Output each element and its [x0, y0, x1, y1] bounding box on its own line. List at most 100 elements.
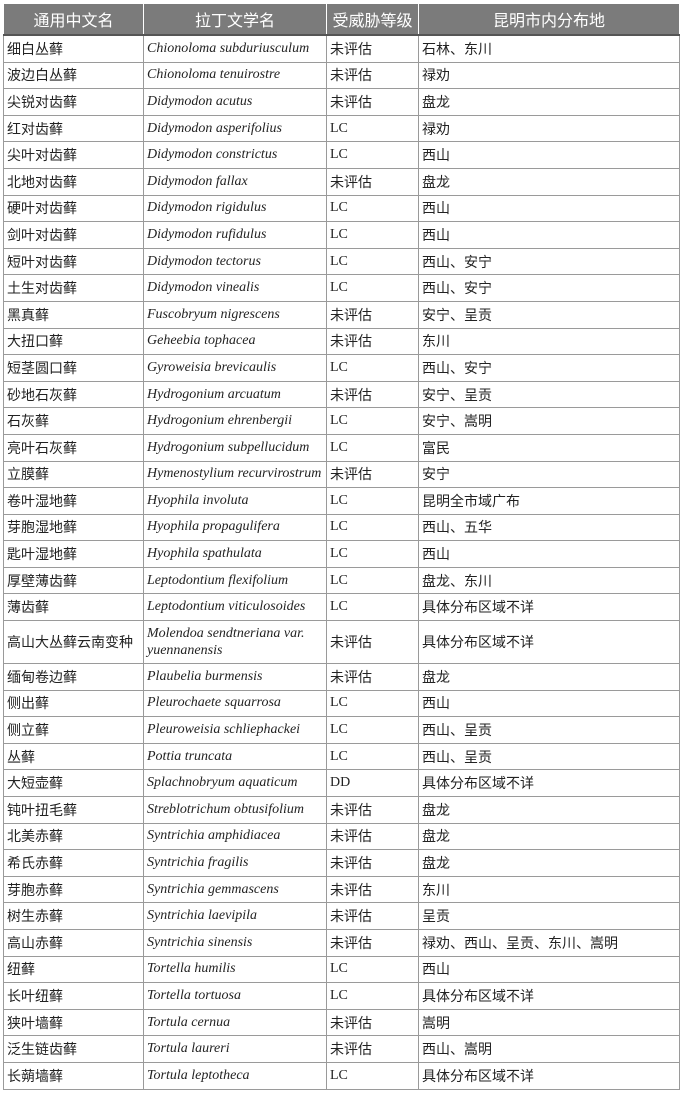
distribution: 具体分布区域不详: [418, 769, 680, 798]
table-row: 尖叶对齿藓 Didymodon constrictus LC 西山: [3, 141, 680, 169]
distribution: 西山、呈贡: [418, 716, 680, 744]
table-row: 卷叶湿地藓 Hyophila involuta LC 昆明全市域广布: [3, 487, 680, 515]
table-row: 大扭口藓 Geheebia tophacea 未评估 东川: [3, 327, 680, 356]
distribution: 盘龙: [418, 167, 680, 196]
common-name: 泛生链齿藓: [3, 1035, 144, 1063]
common-name: 红对齿藓: [3, 114, 144, 143]
threat-level: 未评估: [326, 822, 419, 851]
distribution: 禄劝: [418, 61, 680, 90]
latin-name: Syntrichia laevipila: [143, 902, 327, 930]
threat-level: LC: [326, 114, 419, 143]
common-name: 长叶纽藓: [3, 982, 144, 1010]
latin-name: Tortula leptotheca: [143, 1061, 327, 1090]
common-name: 芽胞赤藓: [3, 875, 144, 904]
threat-level: 未评估: [326, 460, 419, 489]
table-row: 狭叶墙藓 Tortula cernua 未评估 嵩明: [3, 1008, 680, 1037]
distribution: 昆明全市域广布: [418, 487, 680, 515]
threat-level: LC: [326, 513, 419, 542]
common-name: 硬叶对齿藓: [3, 194, 144, 223]
threat-level: 未评估: [326, 620, 419, 665]
distribution: 盘龙、东川: [418, 566, 680, 595]
threat-level: LC: [326, 487, 419, 515]
latin-name: Tortella tortuosa: [143, 982, 327, 1010]
common-name: 缅甸卷边藓: [3, 663, 144, 691]
header-row: 通用中文名 拉丁文学名 受威胁等级 昆明市内分布地: [3, 3, 680, 36]
common-name: 芽胞湿地藓: [3, 513, 144, 542]
latin-name: Hyophila propagulifera: [143, 513, 327, 542]
threat-level: DD: [326, 769, 419, 798]
common-name: 细白丛藓: [3, 34, 144, 63]
distribution: 西山、嵩明: [418, 1035, 680, 1063]
distribution: 安宁、呈贡: [418, 380, 680, 409]
header-cell: 昆明市内分布地: [418, 3, 680, 36]
common-name: 北美赤藓: [3, 822, 144, 851]
threat-level: LC: [326, 433, 419, 462]
distribution: 西山、呈贡: [418, 742, 680, 771]
threat-level: LC: [326, 689, 419, 718]
common-name: 尖锐对齿藓: [3, 88, 144, 116]
table-body: 细白丛藓 Chionoloma subduriusculum 未评估 石林、东川 波边白…: [3, 34, 680, 1090]
table-row: 厚壁薄齿藓 Leptodontium flexifolium LC 盘龙、东川: [3, 566, 680, 595]
latin-name: Leptodontium viticulosoides: [143, 593, 327, 622]
common-name: 石灰藓: [3, 407, 144, 435]
common-name: 纽藓: [3, 955, 144, 984]
table-row: 丛藓 Pottia truncata LC 西山、呈贡: [3, 742, 680, 771]
header-cell: 拉丁文学名: [143, 3, 327, 36]
distribution: 西山: [418, 194, 680, 223]
table-row: 黑真藓 Fuscobryum nigrescens 未评估 安宁、呈贡: [3, 300, 680, 329]
threat-level: 未评估: [326, 902, 419, 930]
distribution: 西山、安宁: [418, 354, 680, 382]
threat-level: LC: [326, 247, 419, 276]
latin-name: Didymodon tectorus: [143, 247, 327, 276]
distribution: 西山: [418, 221, 680, 249]
latin-name: Molendoa sendtneriana var. yuennanensis: [143, 620, 327, 665]
latin-name: Pleurochaete squarrosa: [143, 689, 327, 718]
common-name: 大短壶藓: [3, 769, 144, 798]
table-row: 红对齿藓 Didymodon asperifolius LC 禄劝: [3, 114, 680, 143]
latin-name: Syntrichia sinensis: [143, 929, 327, 957]
common-name: 亮叶石灰藓: [3, 433, 144, 462]
common-name: 黑真藓: [3, 300, 144, 329]
table-row: 侧出藓 Pleurochaete squarrosa LC 西山: [3, 689, 680, 718]
latin-name: Streblotrichum obtusifolium: [143, 796, 327, 824]
threat-level: 未评估: [326, 796, 419, 824]
latin-name: Didymodon acutus: [143, 88, 327, 116]
common-name: 厚壁薄齿藓: [3, 566, 144, 595]
table-row: 硬叶对齿藓 Didymodon rigidulus LC 西山: [3, 194, 680, 223]
distribution: 具体分布区域不详: [418, 982, 680, 1010]
distribution: 盘龙: [418, 796, 680, 824]
threat-level: 未评估: [326, 300, 419, 329]
threat-level: 未评估: [326, 327, 419, 356]
table-row: 匙叶湿地藓 Hyophila spathulata LC 西山: [3, 540, 680, 568]
latin-name: Tortella humilis: [143, 955, 327, 984]
table-row: 短茎圆口藓 Gyroweisia brevicaulis LC 西山、安宁: [3, 354, 680, 382]
distribution: 西山、五华: [418, 513, 680, 542]
threat-level: 未评估: [326, 380, 419, 409]
threat-level: 未评估: [326, 663, 419, 691]
latin-name: Didymodon fallax: [143, 167, 327, 196]
threat-level: LC: [326, 716, 419, 744]
threat-level: 未评估: [326, 61, 419, 90]
common-name: 狭叶墙藓: [3, 1008, 144, 1037]
table-row: 薄齿藓 Leptodontium viticulosoides LC 具体分布区域不详: [3, 593, 680, 622]
table-row: 希氏赤藓 Syntrichia fragilis 未评估 盘龙: [3, 849, 680, 877]
distribution: 西山: [418, 540, 680, 568]
latin-name: Syntrichia amphidiacea: [143, 822, 327, 851]
latin-name: Tortula laureri: [143, 1035, 327, 1063]
table-row: 芽胞湿地藓 Hyophila propagulifera LC 西山、五华: [3, 513, 680, 542]
common-name: 长蒴墙藓: [3, 1061, 144, 1090]
table-row: 纽藓 Tortella humilis LC 西山: [3, 955, 680, 984]
latin-name: Hydrogonium subpellucidum: [143, 433, 327, 462]
common-name: 希氏赤藓: [3, 849, 144, 877]
threat-level: LC: [326, 982, 419, 1010]
threat-level: LC: [326, 593, 419, 622]
latin-name: Geheebia tophacea: [143, 327, 327, 356]
common-name: 大扭口藓: [3, 327, 144, 356]
common-name: 侧出藓: [3, 689, 144, 718]
table-row: 土生对齿藓 Didymodon vinealis LC 西山、安宁: [3, 274, 680, 302]
common-name: 匙叶湿地藓: [3, 540, 144, 568]
distribution: 东川: [418, 327, 680, 356]
threat-level: 未评估: [326, 167, 419, 196]
distribution: 盘龙: [418, 822, 680, 851]
